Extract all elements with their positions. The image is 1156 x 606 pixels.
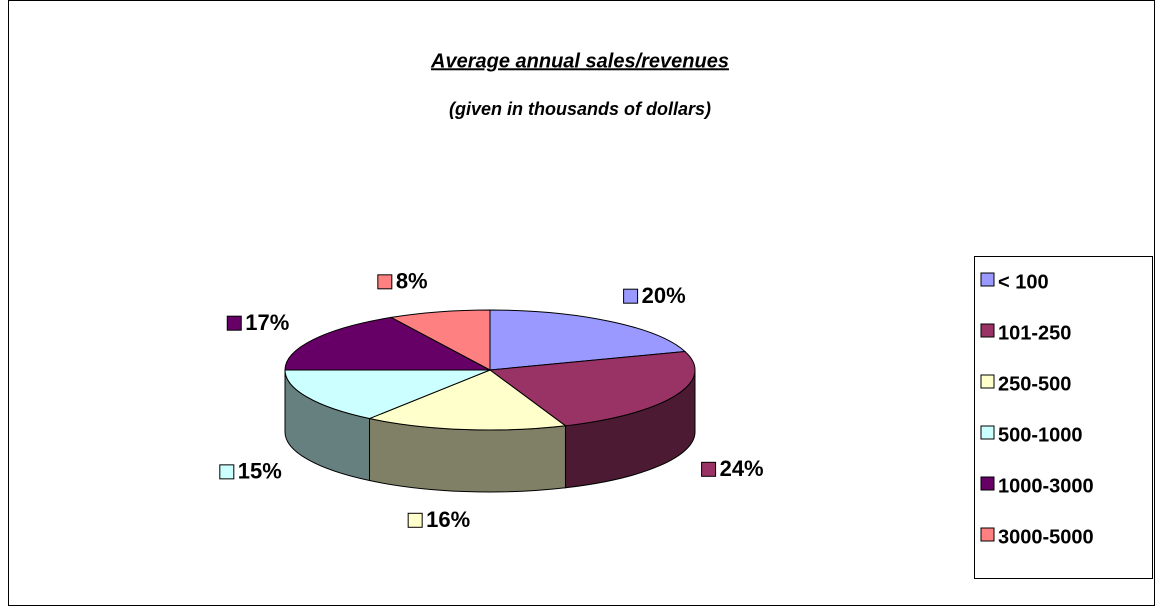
data-label: 16% [426,507,470,532]
data-label: 20% [642,283,686,308]
chart-title: Average annual sales/revenues [430,50,729,72]
label-swatch [377,274,393,290]
pie-slice [488,350,696,427]
legend-swatch [980,527,995,542]
chart-frame [8,0,1155,606]
legend-label: < 100 [998,271,1049,293]
label-swatch [219,464,235,480]
legend-swatch [980,476,995,491]
legend-swatch [980,272,995,287]
data-label: 17% [245,310,289,335]
legend-swatch [980,425,995,440]
legend-label: 250-500 [998,373,1071,395]
label-swatch [407,512,423,528]
legend-label: 1000-3000 [998,475,1094,497]
legend-swatch [980,323,995,338]
pie-slice [489,309,687,371]
label-swatch [226,315,242,331]
legend-label: 3000-5000 [998,526,1094,548]
data-label: 15% [238,459,282,484]
legend-label: 500-1000 [998,424,1083,446]
pie-slice [284,316,491,371]
label-swatch [701,461,717,477]
pie-slice [284,369,491,420]
legend-swatch [980,374,995,389]
legend-label: 101-250 [998,322,1071,344]
legend-box [974,256,1153,579]
pie-slice [367,369,567,431]
pie-slice [389,309,491,371]
chart-subtitle: (given in thousands of dollars) [449,99,711,119]
data-label: 8% [396,269,428,294]
data-label: 24% [720,456,764,481]
label-swatch [623,288,639,304]
